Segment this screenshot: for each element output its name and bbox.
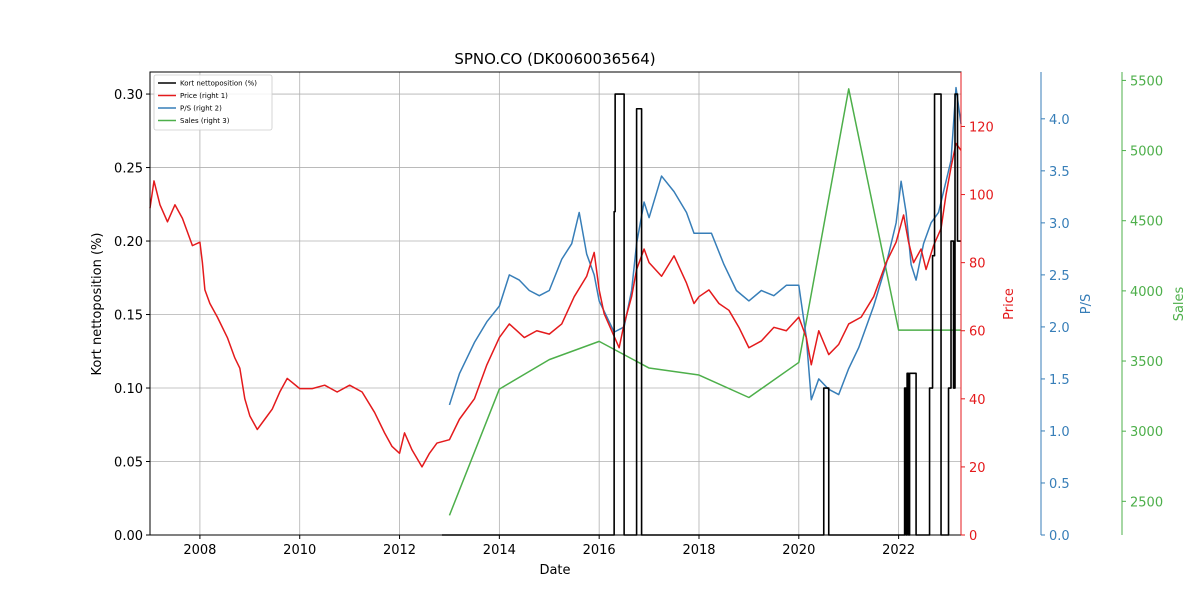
series-layer	[149, 86, 962, 536]
left-tick-label: 0.05	[114, 456, 143, 471]
series-line-1	[149, 142, 962, 468]
right2-tick-label: 3.0	[1049, 217, 1070, 232]
right1-tick-label: 0	[969, 529, 977, 544]
right1-tick-label: 120	[969, 120, 994, 135]
legend-box	[153, 74, 273, 131]
grid	[150, 72, 961, 536]
right3-tick-label: 4000	[1130, 285, 1163, 300]
right1-tick-label: 40	[969, 393, 986, 408]
right2-tick-label: 3.5	[1049, 165, 1070, 180]
right1-tick-label: 80	[969, 257, 986, 272]
legend: Kort nettoposition (%) Price (right 1) P/S…	[153, 74, 273, 131]
x-tick-label: 2022	[882, 543, 915, 558]
left-tick-label: 0.00	[114, 529, 143, 544]
right2-tick-label: 4.0	[1049, 113, 1070, 128]
x-tick-label: 2010	[283, 543, 316, 558]
right2-tick-label: 0.5	[1049, 477, 1070, 492]
right3-tick-label: 3500	[1130, 355, 1163, 370]
right3-tick-label: 4500	[1130, 215, 1163, 230]
x-axis-label: Date	[539, 563, 570, 578]
right3-tick-label: 5000	[1130, 145, 1163, 160]
chart-title: SPNO.CO (DK0060036564)	[454, 50, 655, 68]
right3-tick-label: 2500	[1130, 495, 1163, 510]
left-axis-label: Kort nettoposition (%)	[90, 233, 105, 376]
left-tick-label: 0.10	[114, 382, 143, 397]
right3-tick-label: 5500	[1130, 74, 1163, 89]
right2-tick-label: 2.5	[1049, 269, 1070, 284]
right1-tick-label: 60	[969, 325, 986, 340]
price-axis-label: Price	[1002, 288, 1017, 320]
legend-label: P/S (right 2)	[180, 105, 222, 113]
left-tick-label: 0.25	[114, 162, 143, 177]
x-tick-label: 2014	[483, 543, 516, 558]
series-line-2	[448, 86, 962, 406]
x-tick-label: 2018	[682, 543, 715, 558]
x-tick-label: 2016	[583, 543, 616, 558]
right2-tick-label: 1.0	[1049, 425, 1070, 440]
legend-entries: Kort nettoposition (%) Price (right 1) P/S…	[158, 80, 257, 125]
right1-tick-label: 20	[969, 461, 986, 476]
x-tick-label: 2020	[782, 543, 815, 558]
legend-label: Sales (right 3)	[180, 117, 230, 125]
right2-tick-label: 1.5	[1049, 373, 1070, 388]
axes-layer: 2008 2010 2012 2014 2016 2018 2020 20220.000.05…	[114, 72, 1163, 558]
sales-axis-label: Sales	[1172, 286, 1187, 321]
right2-tick-label: 2.0	[1049, 321, 1070, 336]
x-tick-label: 2008	[183, 543, 216, 558]
legend-label: Price (right 1)	[180, 92, 228, 100]
x-tick-label: 2012	[383, 543, 416, 558]
right3-tick-label: 3000	[1130, 425, 1163, 440]
legend-label: Kort nettoposition (%)	[180, 80, 257, 88]
series-line-3	[448, 88, 961, 516]
left-tick-label: 0.20	[114, 235, 143, 250]
right1-tick-label: 100	[969, 189, 994, 204]
right2-tick-label: 0.0	[1049, 529, 1070, 544]
left-tick-label: 0.30	[114, 88, 143, 103]
left-tick-label: 0.15	[114, 309, 143, 324]
ps-axis-label: P/S	[1079, 294, 1094, 314]
